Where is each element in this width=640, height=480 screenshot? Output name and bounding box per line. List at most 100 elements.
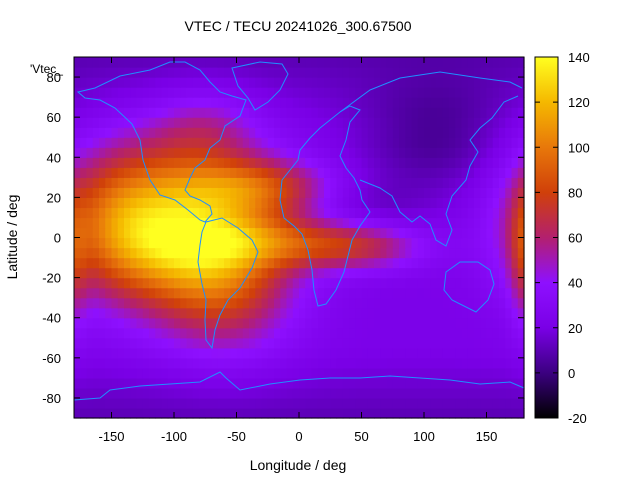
heatmap-cell	[430, 217, 438, 229]
heatmap-cell	[417, 247, 425, 259]
heatmap-cell	[280, 367, 288, 379]
heatmap-cell	[105, 397, 113, 409]
heatmap-cell	[517, 137, 525, 148]
heatmap-cell	[267, 407, 275, 419]
heatmap-cell	[99, 67, 106, 78]
heatmap-cell	[211, 287, 219, 299]
heatmap-cell	[367, 367, 375, 379]
heatmap-cell	[374, 87, 381, 98]
heatmap-cell	[324, 377, 331, 389]
heatmap-cell	[249, 367, 256, 379]
heatmap-cell	[174, 367, 181, 379]
heatmap-cell	[124, 217, 131, 229]
heatmap-cell	[436, 407, 444, 419]
heatmap-cell	[449, 237, 456, 249]
heatmap-cell	[455, 317, 463, 329]
heatmap-cell	[505, 387, 513, 399]
heatmap-cell	[336, 197, 344, 209]
series-key-label: 'Vtec_	[30, 62, 63, 76]
heatmap-cell	[230, 287, 238, 299]
heatmap-cell	[261, 287, 269, 299]
heatmap-cell	[130, 87, 138, 98]
heatmap-cell	[205, 97, 213, 108]
heatmap-cell	[455, 167, 463, 178]
heatmap-cell	[105, 237, 113, 249]
heatmap-cell	[505, 307, 513, 319]
heatmap-cell	[186, 357, 194, 369]
heatmap-cell	[411, 377, 419, 389]
heatmap-cell	[411, 207, 419, 219]
heatmap-cell	[517, 337, 525, 349]
heatmap-cell	[199, 247, 206, 259]
heatmap-cell	[474, 187, 481, 198]
heatmap-cell	[274, 307, 281, 319]
heatmap-cell	[217, 317, 225, 329]
heatmap-cell	[411, 337, 419, 349]
heatmap-cell	[180, 157, 188, 168]
heatmap-cell	[417, 77, 425, 88]
heatmap-cell	[392, 357, 400, 369]
heatmap-cell	[405, 307, 413, 319]
heatmap-cell	[149, 167, 156, 178]
heatmap-cell	[186, 407, 194, 419]
heatmap-cell	[205, 217, 213, 229]
heatmap-cell	[280, 107, 288, 118]
heatmap-cell	[280, 217, 288, 229]
heatmap-cell	[186, 127, 194, 138]
heatmap-cell	[217, 107, 225, 118]
heatmap-cell	[280, 317, 288, 329]
heatmap-cell	[355, 207, 363, 219]
heatmap-cell	[517, 167, 525, 178]
heatmap-cell	[467, 287, 475, 299]
heatmap-cell	[111, 257, 119, 269]
heatmap-cell	[499, 387, 506, 399]
heatmap-cell	[517, 397, 525, 409]
heatmap-cell	[205, 147, 213, 158]
heatmap-cell	[111, 407, 119, 419]
heatmap-cell	[167, 307, 175, 319]
heatmap-cell	[74, 137, 81, 148]
heatmap-cell	[186, 137, 194, 148]
heatmap-cell	[299, 247, 306, 259]
heatmap-cell	[411, 187, 419, 198]
heatmap-cell	[199, 107, 206, 118]
y-axis-label: Latitude / deg	[4, 195, 20, 280]
heatmap-cell	[374, 317, 381, 329]
heatmap-cell	[505, 57, 513, 68]
heatmap-cell	[192, 167, 200, 178]
heatmap-cell	[461, 137, 469, 148]
heatmap-cell	[174, 287, 181, 299]
heatmap-cell	[161, 207, 169, 219]
colorbar-tick-label: 40	[568, 276, 582, 291]
heatmap-cell	[167, 337, 175, 349]
heatmap-cell	[111, 347, 119, 359]
heatmap-cell	[367, 257, 375, 269]
heatmap-cell	[486, 147, 494, 158]
heatmap-cell	[236, 227, 244, 239]
heatmap-cell	[267, 287, 275, 299]
heatmap-cell	[80, 117, 88, 128]
heatmap-cell	[249, 237, 256, 249]
heatmap-cell	[330, 347, 338, 359]
heatmap-cell	[111, 127, 119, 138]
heatmap-cell	[505, 97, 513, 108]
heatmap-cell	[142, 127, 150, 138]
y-tick-label: 60	[47, 110, 61, 125]
heatmap-cell	[517, 197, 525, 209]
heatmap-cell	[124, 377, 131, 389]
heatmap-cell	[249, 97, 256, 108]
heatmap-cell	[392, 77, 400, 88]
heatmap-cell	[199, 287, 206, 299]
heatmap-cell	[267, 127, 275, 138]
heatmap-cell	[417, 217, 425, 229]
heatmap-cell	[242, 107, 250, 118]
heatmap-cell	[330, 397, 338, 409]
heatmap-cell	[417, 307, 425, 319]
heatmap-cell	[424, 137, 431, 148]
heatmap-cell	[492, 147, 500, 158]
heatmap-cell	[230, 377, 238, 389]
heatmap-cell	[86, 397, 94, 409]
heatmap-cell	[261, 187, 269, 198]
heatmap-cell	[255, 387, 263, 399]
heatmap-cell	[236, 387, 244, 399]
